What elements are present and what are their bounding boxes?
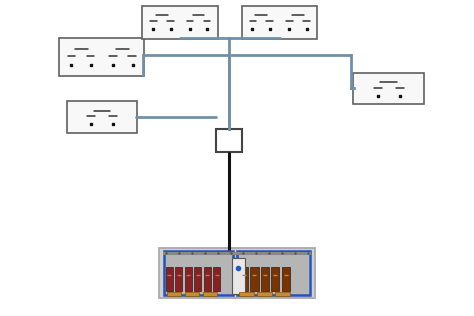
Bar	[232, 258, 245, 294]
Bar	[240, 267, 248, 291]
FancyBboxPatch shape	[142, 6, 218, 39]
FancyBboxPatch shape	[159, 248, 315, 298]
Bar	[185, 267, 192, 291]
FancyBboxPatch shape	[60, 38, 144, 76]
FancyBboxPatch shape	[66, 101, 137, 133]
Bar	[250, 267, 258, 291]
Bar	[239, 292, 254, 296]
Bar	[166, 267, 173, 291]
Bar	[194, 267, 201, 291]
Bar	[282, 267, 290, 291]
Bar	[237, 251, 310, 295]
Bar	[185, 292, 199, 296]
Bar	[163, 252, 311, 255]
Bar	[204, 267, 211, 291]
FancyBboxPatch shape	[353, 73, 424, 104]
Bar	[271, 267, 279, 291]
Bar	[167, 292, 181, 296]
Bar	[275, 292, 290, 296]
Bar	[213, 267, 220, 291]
Bar	[257, 292, 272, 296]
Bar	[175, 267, 182, 291]
FancyBboxPatch shape	[242, 6, 318, 39]
Bar	[165, 252, 309, 295]
FancyBboxPatch shape	[216, 129, 242, 152]
Bar	[164, 251, 233, 295]
Bar	[203, 292, 217, 296]
Bar	[261, 267, 269, 291]
